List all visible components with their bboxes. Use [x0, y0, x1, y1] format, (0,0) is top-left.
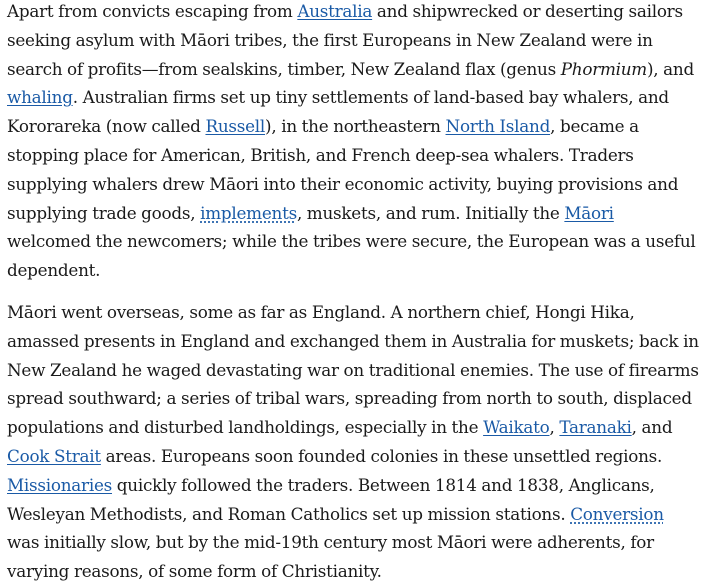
paragraph-1: Apart from convicts escaping from Austra… — [7, 0, 700, 285]
definition-link-conversion[interactable]: Conversion — [570, 503, 664, 524]
text-segment: areas. Europeans soon founded colonies i… — [100, 445, 663, 466]
link-taranaki[interactable]: Taranaki — [559, 417, 632, 438]
text-segment: welcomed the newcomers; while the tribes… — [7, 231, 696, 281]
link-waikato[interactable]: Waikato — [483, 417, 550, 438]
text-segment: and shipwrecked or deserting sailors see… — [7, 1, 683, 79]
genus-name: Phormium — [560, 58, 647, 79]
text-segment: quickly followed the traders. Between 18… — [7, 474, 655, 524]
link-north-island[interactable]: North Island — [445, 116, 551, 137]
text-segment: was initially slow, but by the mid-19th … — [7, 532, 654, 582]
link-australia[interactable]: Australia — [297, 1, 373, 21]
text-segment: , became a stopping place for American, … — [7, 116, 679, 223]
link-missionaries[interactable]: Missionaries — [7, 474, 112, 495]
link-russell[interactable]: Russell — [205, 116, 266, 137]
text-segment: , and — [631, 417, 673, 438]
text-segment: Māori went overseas, some as far as Engl… — [7, 301, 699, 438]
text-segment: , — [549, 417, 560, 438]
definition-link-implements[interactable]: implements — [200, 202, 297, 223]
link-cook-strait[interactable]: Cook Strait — [7, 445, 101, 466]
paragraph-2: Māori went overseas, some as far as Engl… — [7, 298, 700, 586]
text-segment: ), in the northeastern — [265, 116, 446, 137]
text-segment: ), and — [646, 58, 694, 79]
text-segment: Apart from convicts escaping from — [7, 1, 298, 21]
link-maori[interactable]: Māori — [564, 202, 614, 223]
text-segment: , muskets, and rum. Initially the — [296, 202, 565, 223]
link-whaling[interactable]: whaling — [7, 87, 73, 108]
text-segment: . Australian firms set up tiny settlemen… — [7, 87, 669, 137]
